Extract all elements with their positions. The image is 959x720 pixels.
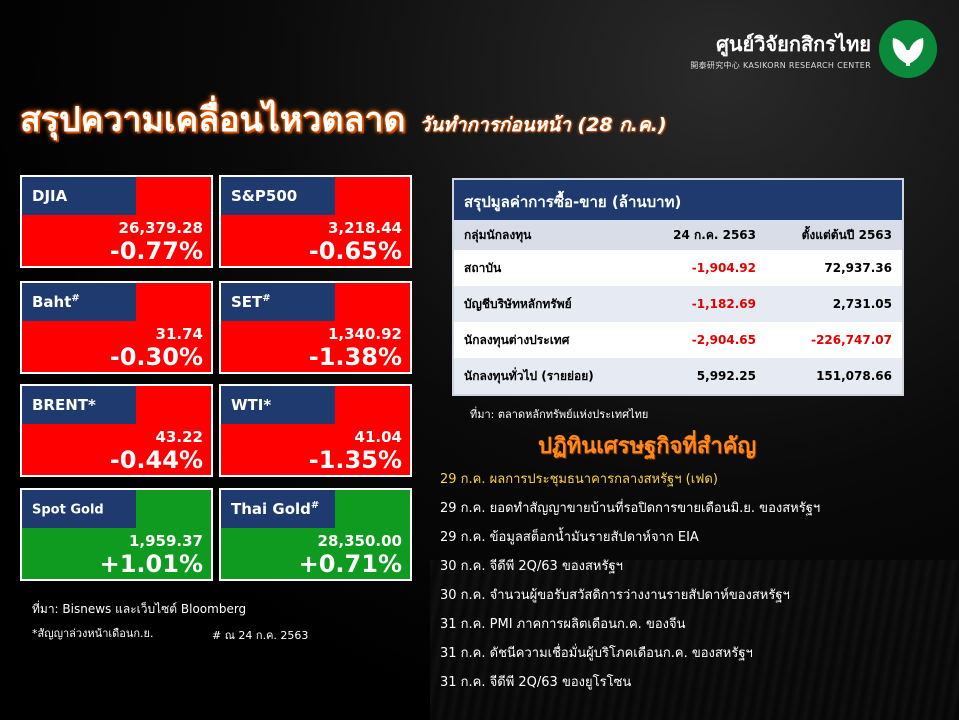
table-row: นักลงทุนทั่วไป (รายย่อย) 5,992.25 151,07…: [454, 358, 902, 394]
tile-spot-gold: Spot Gold 1,959.37 +1.01%: [20, 488, 213, 581]
tile-sp500: S&P500 3,218.44 -0.65%: [219, 175, 412, 268]
tile-brent: BRENT* 43.22 -0.44%: [20, 384, 213, 477]
tile-price: 3,218.44: [327, 219, 402, 237]
calendar-item: 31 ก.ค. PMI ภาคการผลิตเดือนก.ค. ของจีน: [440, 617, 686, 632]
tile-label: Baht#: [22, 283, 136, 321]
tile-change: -0.65%: [308, 237, 402, 265]
logo-name-en: 開泰研究中心 KASIKORN RESEARCH CENTER: [690, 60, 871, 70]
tile-price: 31.74: [155, 325, 203, 343]
col-header-group: กลุ่มนักลงทุน: [464, 227, 532, 242]
row-ytd-value: 151,078.66: [816, 369, 892, 383]
tile-price: 1,959.37: [128, 532, 203, 550]
calendar-item: 29 ก.ค. ผลการประชุมธนาคารกลางสหรัฐฯ (เฟด…: [440, 472, 718, 487]
title-main: สรุปความเคลื่อนไหวตลาด: [20, 100, 406, 140]
row-ytd-value: 72,937.36: [824, 261, 892, 275]
row-day-value: 5,992.25: [696, 369, 756, 383]
tile-change: -0.77%: [109, 237, 203, 265]
tile-label: WTI*: [221, 386, 335, 424]
tile-change: +1.01%: [99, 550, 203, 578]
table-source-note: ที่มา: ตลาดหลักทรัพย์แห่งประเทศไทย: [470, 408, 649, 421]
tile-price: 28,350.00: [317, 532, 402, 550]
calendar-title: ปฏิทินเศรษฐกิจที่สำคัญ: [538, 434, 757, 459]
row-group: นักลงทุนทั่วไป (รายย่อย): [464, 368, 594, 383]
table-row: สถาบัน -1,904.92 72,937.36: [454, 250, 902, 286]
tile-change: +0.71%: [298, 550, 402, 578]
tile-label: SET#: [221, 283, 335, 321]
row-group: สถาบัน: [464, 260, 502, 275]
table-title: สรุปมูลค่าการซื้อ-ขาย (ล้านบาท): [454, 180, 902, 220]
trading-value-table: สรุปมูลค่าการซื้อ-ขาย (ล้านบาท) กลุ่มนัก…: [452, 178, 904, 396]
calendar-item: 29 ก.ค. ข้อมูลสต็อกน้ำมันรายสัปดาห์จาก E…: [440, 530, 699, 545]
tile-price: 41.04: [354, 428, 402, 446]
calendar-item: 31 ก.ค. จีดีพี 2Q/63 ของยูโรโซน: [440, 675, 632, 690]
tile-change: -0.30%: [109, 343, 203, 371]
tile-change: -0.44%: [109, 446, 203, 474]
row-day-value: -1,904.92: [691, 261, 756, 275]
row-group: บัญชีบริษัทหลักทรัพย์: [464, 296, 572, 311]
col-header-day: 24 ก.ค. 2563: [673, 227, 756, 242]
tile-wti: WTI* 41.04 -1.35%: [219, 384, 412, 477]
table-row: นักลงทุนต่างประเทศ -2,904.65 -226,747.07: [454, 322, 902, 358]
title-subtitle: วันทำการก่อนหน้า (28 ก.ค.): [419, 114, 667, 136]
table-header-row: กลุ่มนักลงทุน 24 ก.ค. 2563 ตั้งแต่ต้นปี …: [454, 220, 902, 250]
tile-label: BRENT*: [22, 386, 136, 424]
table-row: บัญชีบริษัทหลักทรัพย์ -1,182.69 2,731.05: [454, 286, 902, 322]
futures-note: *สัญญาล่วงหน้าเดือนก.ย.: [32, 627, 154, 640]
tile-baht: Baht# 31.74 -0.30%: [20, 281, 213, 374]
tile-change: -1.38%: [308, 343, 402, 371]
row-ytd-value: 2,731.05: [832, 297, 892, 311]
kasikorn-logo: ศูนย์วิจัยกสิกรไทย 開泰研究中心 KASIKORN RESEA…: [690, 20, 937, 78]
calendar-list: 29 ก.ค. ผลการประชุมธนาคารกลางสหรัฐฯ (เฟด…: [440, 468, 940, 700]
logo-name-th: ศูนย์วิจัยกสิกรไทย: [716, 31, 871, 56]
calendar-item: 30 ก.ค. จีดีพี 2Q/63 ของสหรัฐฯ: [440, 559, 623, 574]
logo-text: ศูนย์วิจัยกสิกรไทย 開泰研究中心 KASIKORN RESEA…: [690, 28, 871, 71]
tile-change: -1.35%: [308, 446, 402, 474]
tile-thai-gold: Thai Gold# 28,350.00 +0.71%: [219, 488, 412, 581]
tile-price: 43.22: [155, 428, 203, 446]
row-day-value: -1,182.69: [691, 297, 756, 311]
row-group: นักลงทุนต่างประเทศ: [464, 332, 570, 347]
page-title: สรุปความเคลื่อนไหวตลาด วันทำการก่อนหน้า …: [20, 92, 667, 146]
calendar-item: 29 ก.ค. ยอดทำสัญญาขายบ้านที่รอปิดการขายเ…: [440, 501, 821, 516]
asof-note: # ณ 24 ก.ค. 2563: [212, 629, 309, 642]
col-header-ytd: ตั้งแต่ต้นปี 2563: [801, 227, 892, 242]
calendar-item: 31 ก.ค. ดัชนีความเชื่อมั่นผู้บริโภคเดือน…: [440, 646, 753, 661]
tile-label: DJIA: [22, 177, 136, 215]
calendar-item: 30 ก.ค. จำนวนผู้ขอรับสวัสดิการว่างงานราย…: [440, 588, 790, 603]
tile-set: SET# 1,340.92 -1.38%: [219, 281, 412, 374]
tile-djia: DJIA 26,379.28 -0.77%: [20, 175, 213, 268]
tile-label: Spot Gold: [22, 490, 136, 528]
tile-price: 1,340.92: [327, 325, 402, 343]
row-day-value: -2,904.65: [691, 333, 756, 347]
tile-price: 26,379.28: [118, 219, 203, 237]
tile-label: S&P500: [221, 177, 335, 215]
row-ytd-value: -226,747.07: [811, 333, 892, 347]
tile-label: Thai Gold#: [221, 490, 335, 528]
background-texture: [430, 560, 959, 720]
tiles-source-note: ที่มา: Bisnews และเว็บไซต์ Bloomberg: [32, 602, 247, 616]
kasikorn-leaf-icon: [879, 20, 937, 78]
